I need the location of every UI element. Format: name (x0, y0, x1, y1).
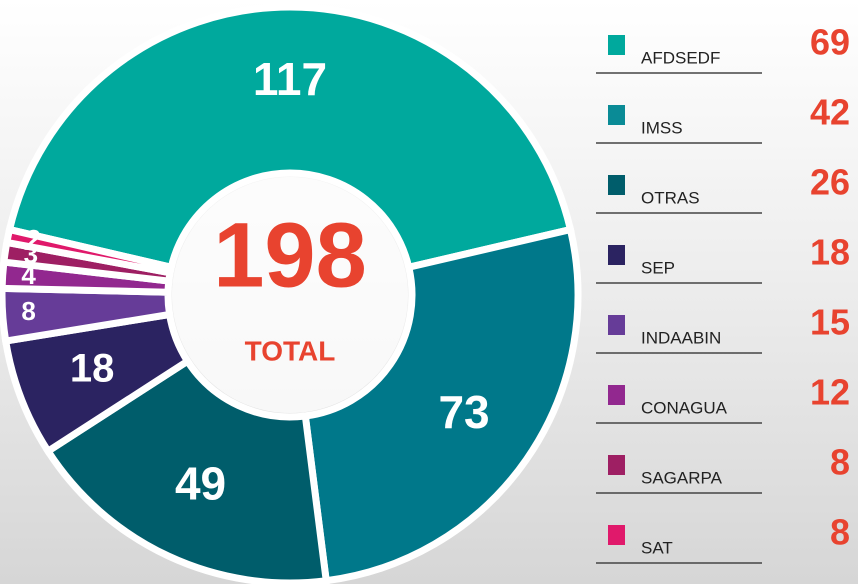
legend-value: 15 (810, 302, 850, 343)
segment-label: 2 (26, 224, 40, 254)
segment-label: 8 (21, 296, 35, 326)
total-label: TOTAL (245, 335, 336, 366)
legend-swatch (608, 455, 625, 475)
legend-value: 69 (810, 22, 850, 63)
legend-value: 8 (830, 442, 850, 483)
legend-name: AFDSEDF (641, 48, 720, 67)
legend-value: 18 (810, 232, 850, 273)
legend-name: INDAABIN (641, 328, 721, 347)
legend-swatch (608, 315, 625, 335)
legend-name: IMSS (641, 118, 683, 137)
page: {"chart_data": { "type": "donut", "value… (0, 0, 858, 584)
legend-swatch (608, 245, 625, 265)
segment-label: 49 (175, 457, 226, 509)
legend-swatch (608, 175, 625, 195)
legend-name: SEP (641, 258, 675, 277)
segment-label: 73 (438, 386, 489, 438)
legend-swatch (608, 525, 625, 545)
legend-swatch (608, 105, 625, 125)
legend-swatch (608, 35, 625, 55)
legend-value: 42 (810, 92, 850, 133)
legend-name: SAGARPA (641, 468, 723, 487)
segment-label: 18 (70, 347, 115, 391)
legend-value: 8 (830, 512, 850, 553)
legend-swatch (608, 385, 625, 405)
total-value: 198 (213, 204, 367, 306)
legend-value: 12 (810, 372, 850, 413)
legend-name: CONAGUA (641, 398, 728, 417)
infographic: 1177349188432 198 TOTAL AFDSEDF69IMSS42O… (0, 0, 858, 584)
segment-label: 117 (253, 53, 327, 105)
legend-name: SAT (641, 538, 673, 557)
legend-name: OTRAS (641, 188, 700, 207)
legend-value: 26 (810, 162, 850, 203)
